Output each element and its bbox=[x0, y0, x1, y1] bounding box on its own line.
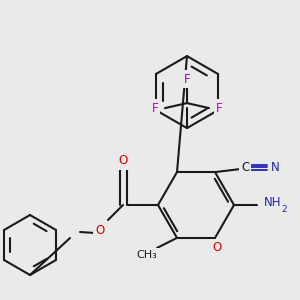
Text: F: F bbox=[152, 102, 158, 115]
Text: 2: 2 bbox=[281, 206, 286, 214]
Text: O: O bbox=[212, 242, 222, 254]
Text: C: C bbox=[241, 160, 249, 174]
Text: F: F bbox=[216, 102, 222, 115]
Text: F: F bbox=[184, 73, 190, 85]
Text: N: N bbox=[271, 160, 279, 174]
Text: O: O bbox=[118, 154, 127, 167]
Text: NH: NH bbox=[264, 196, 281, 209]
Text: O: O bbox=[95, 224, 105, 236]
Text: CH₃: CH₃ bbox=[136, 250, 158, 260]
